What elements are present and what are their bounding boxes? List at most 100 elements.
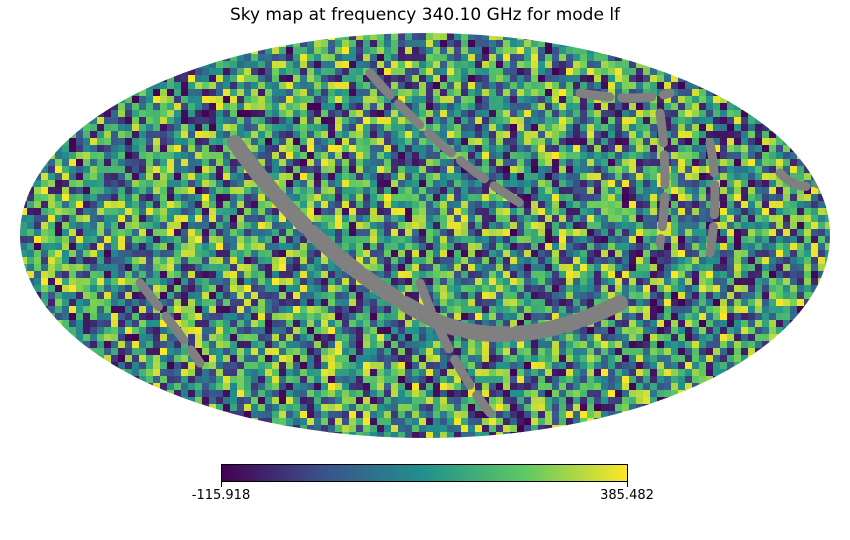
map-pixel bbox=[363, 320, 371, 328]
map-pixel bbox=[629, 355, 637, 363]
map-pixel bbox=[111, 334, 119, 342]
map-pixel bbox=[363, 292, 371, 300]
map-pixel bbox=[608, 369, 616, 377]
map-pixel bbox=[636, 68, 644, 76]
map-pixel bbox=[447, 131, 455, 139]
map-pixel bbox=[356, 369, 364, 377]
map-pixel bbox=[160, 152, 168, 160]
map-pixel bbox=[440, 348, 448, 356]
map-pixel bbox=[776, 194, 784, 202]
map-pixel bbox=[286, 103, 294, 111]
map-pixel bbox=[265, 243, 273, 251]
map-pixel bbox=[265, 103, 273, 111]
map-pixel bbox=[433, 299, 441, 307]
map-pixel bbox=[181, 96, 189, 104]
map-pixel bbox=[97, 243, 105, 251]
map-pixel bbox=[251, 103, 259, 111]
map-pixel bbox=[335, 159, 343, 167]
map-pixel bbox=[825, 278, 830, 286]
map-pixel bbox=[608, 334, 616, 342]
map-pixel bbox=[293, 82, 301, 90]
map-pixel bbox=[272, 68, 280, 76]
map-pixel bbox=[657, 341, 665, 349]
map-pixel bbox=[279, 229, 287, 237]
map-pixel bbox=[601, 201, 609, 209]
map-pixel bbox=[412, 243, 420, 251]
map-pixel bbox=[314, 208, 322, 216]
map-pixel bbox=[706, 313, 714, 321]
map-pixel bbox=[601, 264, 609, 272]
map-pixel bbox=[377, 166, 385, 174]
map-pixel bbox=[587, 96, 595, 104]
map-pixel bbox=[503, 313, 511, 321]
map-pixel bbox=[741, 215, 749, 223]
map-pixel bbox=[475, 82, 483, 90]
map-pixel bbox=[398, 61, 406, 69]
map-pixel bbox=[496, 166, 504, 174]
map-pixel bbox=[475, 201, 483, 209]
map-pixel bbox=[678, 250, 686, 258]
map-pixel bbox=[720, 320, 728, 328]
map-pixel bbox=[69, 159, 77, 167]
map-pixel bbox=[524, 47, 532, 55]
map-pixel bbox=[76, 236, 84, 244]
map-pixel bbox=[167, 306, 175, 314]
map-pixel bbox=[629, 152, 637, 160]
map-pixel bbox=[181, 110, 189, 118]
map-pixel bbox=[76, 264, 84, 272]
map-pixel bbox=[335, 96, 343, 104]
map-pixel bbox=[580, 110, 588, 118]
map-pixel bbox=[174, 236, 182, 244]
map-pixel bbox=[678, 138, 686, 146]
map-pixel bbox=[657, 376, 665, 384]
map-pixel bbox=[167, 89, 175, 97]
map-pixel bbox=[804, 166, 812, 174]
map-pixel bbox=[125, 131, 133, 139]
map-pixel bbox=[118, 173, 126, 181]
map-pixel bbox=[706, 124, 714, 132]
map-pixel bbox=[601, 110, 609, 118]
map-pixel bbox=[734, 187, 742, 195]
map-pixel bbox=[776, 131, 784, 139]
map-pixel bbox=[125, 355, 133, 363]
map-pixel bbox=[349, 334, 357, 342]
map-pixel bbox=[412, 376, 420, 384]
map-pixel bbox=[272, 103, 280, 111]
map-pixel bbox=[342, 243, 350, 251]
map-pixel bbox=[307, 159, 315, 167]
map-pixel bbox=[699, 222, 707, 230]
map-pixel bbox=[685, 201, 693, 209]
map-pixel bbox=[216, 320, 224, 328]
map-pixel bbox=[146, 124, 154, 132]
map-pixel bbox=[272, 61, 280, 69]
map-pixel bbox=[83, 313, 91, 321]
map-pixel bbox=[293, 61, 301, 69]
map-pixel bbox=[720, 110, 728, 118]
map-pixel bbox=[447, 138, 455, 146]
map-pixel bbox=[83, 166, 91, 174]
map-pixel bbox=[384, 243, 392, 251]
map-pixel bbox=[447, 33, 455, 41]
map-pixel bbox=[727, 320, 735, 328]
map-pixel bbox=[195, 124, 203, 132]
map-pixel bbox=[202, 215, 210, 223]
map-pixel bbox=[314, 369, 322, 377]
map-pixel bbox=[419, 82, 427, 90]
map-pixel bbox=[258, 355, 266, 363]
map-pixel bbox=[412, 96, 420, 104]
map-pixel bbox=[377, 110, 385, 118]
map-pixel bbox=[685, 334, 693, 342]
map-pixel bbox=[622, 89, 630, 97]
map-pixel bbox=[685, 187, 693, 195]
map-pixel bbox=[412, 145, 420, 153]
map-pixel bbox=[552, 180, 560, 188]
map-pixel bbox=[608, 362, 616, 370]
map-pixel bbox=[384, 159, 392, 167]
map-pixel bbox=[209, 362, 217, 370]
map-pixel bbox=[398, 320, 406, 328]
map-pixel bbox=[69, 271, 77, 279]
map-pixel bbox=[104, 327, 112, 335]
map-pixel bbox=[440, 124, 448, 132]
map-pixel bbox=[524, 173, 532, 181]
map-pixel bbox=[657, 348, 665, 356]
